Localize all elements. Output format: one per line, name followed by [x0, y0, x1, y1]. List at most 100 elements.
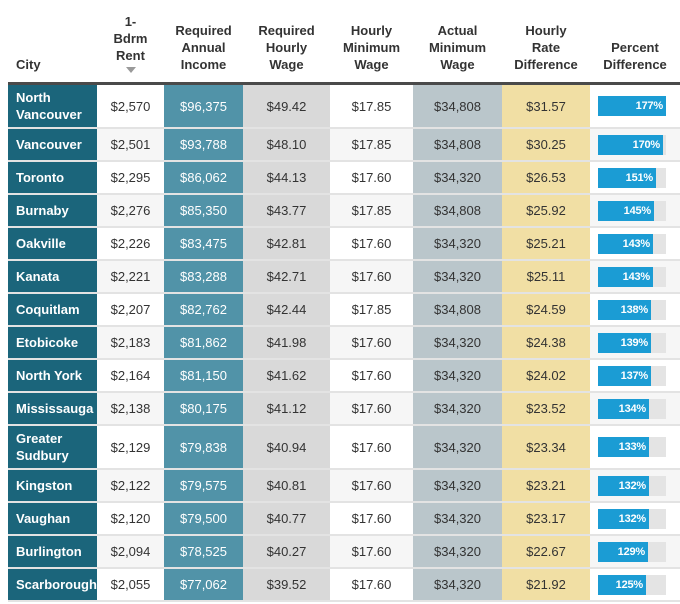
cell-city[interactable]: Oakville [8, 228, 97, 259]
cell-actual-minimum-wage[interactable]: $34,320 [413, 261, 502, 292]
cell-required-annual-income[interactable]: $93,788 [164, 129, 243, 160]
cell-hourly-rate-difference[interactable]: $23.17 [502, 503, 590, 534]
cell-actual-minimum-wage[interactable]: $34,808 [413, 294, 502, 325]
cell-required-annual-income[interactable]: $83,288 [164, 261, 243, 292]
cell-actual-minimum-wage[interactable]: $34,808 [413, 195, 502, 226]
cell-hourly-rate-difference[interactable]: $25.92 [502, 195, 590, 226]
cell-percent-difference[interactable]: 129% [590, 536, 680, 567]
percent-bar[interactable]: 145% [598, 200, 654, 221]
cell-hourly-rate-difference[interactable]: $24.59 [502, 294, 590, 325]
table-row[interactable]: Burnaby $2,276 $85,350 $43.77 $17.85 $34… [8, 195, 680, 228]
cell-percent-difference[interactable]: 132% [590, 470, 680, 501]
cell-percent-difference[interactable]: 125% [590, 569, 680, 600]
table-row[interactable]: North Vancouver $2,570 $96,375 $49.42 $1… [8, 85, 680, 129]
cell-actual-minimum-wage[interactable]: $34,320 [413, 360, 502, 391]
table-row[interactable]: Oakville $2,226 $83,475 $42.81 $17.60 $3… [8, 228, 680, 261]
cell-percent-difference[interactable]: 139% [590, 327, 680, 358]
sort-descending-icon[interactable] [125, 67, 136, 73]
cell-required-annual-income[interactable]: $77,062 [164, 569, 243, 600]
cell-actual-minimum-wage[interactable]: $34,320 [413, 426, 502, 468]
percent-bar[interactable]: 132% [598, 508, 649, 529]
cell-percent-difference[interactable]: 133% [590, 426, 680, 468]
cell-city[interactable]: Vancouver [8, 129, 97, 160]
percent-bar[interactable]: 151% [598, 167, 656, 188]
cell-hourly-rate-difference[interactable]: $31.57 [502, 85, 590, 127]
cell-hourly-rate-difference[interactable]: $26.53 [502, 162, 590, 193]
cell-percent-difference[interactable]: 138% [590, 294, 680, 325]
cell-hourly-rate-difference[interactable]: $25.11 [502, 261, 590, 292]
cell-city[interactable]: North York [8, 360, 97, 391]
table-row[interactable]: Etobicoke $2,183 $81,862 $41.98 $17.60 $… [8, 327, 680, 360]
column-header-city[interactable]: City [8, 56, 97, 73]
cell-hourly-rate-difference[interactable]: $25.21 [502, 228, 590, 259]
percent-bar[interactable]: 129% [598, 541, 648, 562]
cell-percent-difference[interactable]: 137% [590, 360, 680, 391]
cell-percent-difference[interactable]: 134% [590, 393, 680, 424]
cell-percent-difference[interactable]: 143% [590, 261, 680, 292]
percent-bar[interactable]: 137% [598, 365, 651, 386]
cell-required-hourly-wage[interactable]: $44.13 [243, 162, 330, 193]
cell-bdrm-rent[interactable]: $2,055 [110, 577, 151, 592]
cell-required-annual-income[interactable]: $79,838 [164, 426, 243, 468]
cell-bdrm-rent[interactable]: $2,226 [110, 236, 151, 251]
cell-actual-minimum-wage[interactable]: $34,320 [413, 503, 502, 534]
cell-hourly-minimum-wage[interactable]: $17.60 [330, 261, 413, 292]
cell-hourly-minimum-wage[interactable]: $17.60 [351, 511, 392, 526]
percent-bar[interactable]: 133% [598, 437, 649, 457]
cell-hourly-minimum-wage[interactable]: $17.85 [330, 129, 413, 160]
cell-required-hourly-wage[interactable]: $40.27 [243, 536, 330, 567]
table-row[interactable]: Burlington $2,094 $78,525 $40.27 $17.60 … [8, 536, 680, 569]
cell-city[interactable]: Kingston [8, 470, 97, 501]
cell-required-hourly-wage[interactable]: $49.42 [243, 85, 330, 127]
cell-hourly-rate-difference[interactable]: $23.34 [502, 426, 590, 468]
cell-required-hourly-wage[interactable]: $42.44 [243, 294, 330, 325]
column-header-required-hourly-wage[interactable]: Required Hourly Wage [243, 22, 330, 73]
cell-hourly-minimum-wage[interactable]: $17.60 [351, 577, 392, 592]
cell-hourly-rate-difference[interactable]: $23.21 [502, 470, 590, 501]
cell-bdrm-rent[interactable]: $2,501 [97, 129, 164, 160]
cell-bdrm-rent[interactable]: $2,295 [110, 170, 151, 185]
cell-actual-minimum-wage[interactable]: $34,320 [413, 393, 502, 424]
cell-required-hourly-wage[interactable]: $42.71 [243, 261, 330, 292]
cell-required-annual-income[interactable]: $86,062 [164, 162, 243, 193]
cell-required-hourly-wage[interactable]: $40.81 [243, 470, 330, 501]
cell-hourly-minimum-wage[interactable]: $17.85 [351, 302, 392, 317]
cell-city[interactable]: Greater Sudbury [8, 426, 97, 468]
table-row[interactable]: Vaughan $2,120 $79,500 $40.77 $17.60 $34… [8, 503, 680, 536]
percent-bar[interactable]: 139% [598, 332, 651, 353]
table-row[interactable]: Scarborough $2,055 $77,062 $39.52 $17.60… [8, 569, 680, 602]
column-header-required-annual-income[interactable]: Required Annual Income [164, 22, 243, 73]
percent-bar[interactable]: 170% [598, 134, 663, 155]
percent-bar[interactable]: 132% [598, 475, 649, 496]
table-row[interactable]: Toronto $2,295 $86,062 $44.13 $17.60 $34… [8, 162, 680, 195]
cell-bdrm-rent[interactable]: $2,164 [110, 368, 151, 383]
column-header-actual-minimum-wage[interactable]: Actual Minimum Wage [413, 22, 502, 73]
cell-required-annual-income[interactable]: $80,175 [164, 393, 243, 424]
cell-city[interactable]: Vaughan [8, 503, 97, 534]
cell-hourly-minimum-wage[interactable]: $17.60 [351, 236, 392, 251]
cell-hourly-rate-difference[interactable]: $24.38 [502, 327, 590, 358]
cell-hourly-rate-difference[interactable]: $21.92 [502, 569, 590, 600]
cell-actual-minimum-wage[interactable]: $34,320 [413, 536, 502, 567]
cell-required-hourly-wage[interactable]: $41.98 [243, 327, 330, 358]
cell-city[interactable]: Coquitlam [8, 294, 97, 325]
cell-actual-minimum-wage[interactable]: $34,320 [413, 327, 502, 358]
cell-hourly-minimum-wage[interactable]: $17.60 [330, 327, 413, 358]
cell-hourly-minimum-wage[interactable]: $17.60 [330, 536, 413, 567]
cell-city[interactable]: Burlington [8, 536, 97, 567]
percent-bar[interactable]: 125% [598, 574, 646, 595]
cell-bdrm-rent[interactable]: $2,122 [97, 470, 164, 501]
cell-bdrm-rent[interactable]: $2,207 [110, 302, 151, 317]
cell-hourly-rate-difference[interactable]: $24.02 [502, 360, 590, 391]
cell-required-hourly-wage[interactable]: $41.12 [243, 393, 330, 424]
table-row[interactable]: Kanata $2,221 $83,288 $42.71 $17.60 $34,… [8, 261, 680, 294]
cell-bdrm-rent[interactable]: $2,221 [97, 261, 164, 292]
cell-percent-difference[interactable]: 170% [590, 129, 680, 160]
percent-bar[interactable]: 143% [598, 233, 653, 254]
cell-bdrm-rent[interactable]: $2,129 [110, 439, 151, 455]
cell-hourly-rate-difference[interactable]: $22.67 [502, 536, 590, 567]
cell-required-annual-income[interactable]: $85,350 [164, 195, 243, 226]
cell-percent-difference[interactable]: 177% [590, 85, 680, 127]
percent-bar[interactable]: 138% [598, 299, 651, 320]
percent-bar[interactable]: 143% [598, 266, 653, 287]
